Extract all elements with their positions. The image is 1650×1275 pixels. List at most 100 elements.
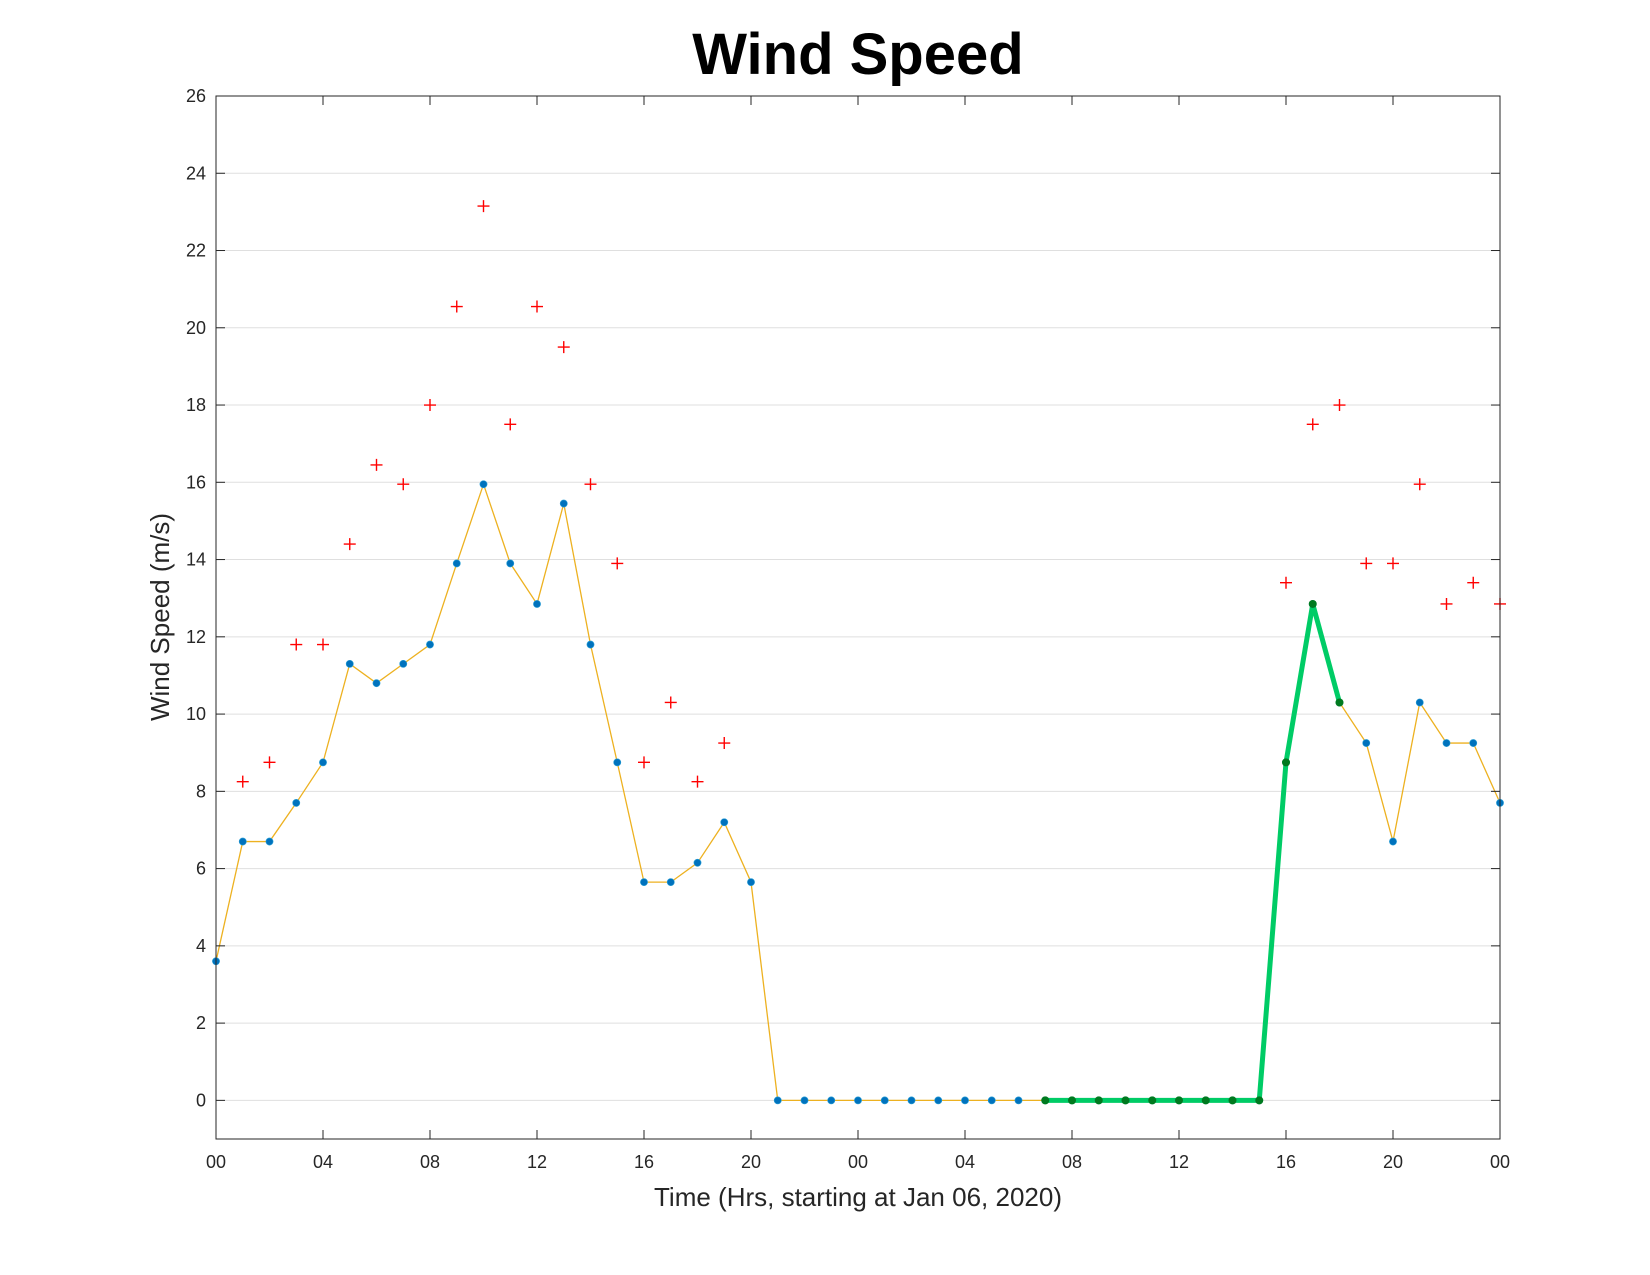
data-point	[720, 818, 729, 827]
data-point	[399, 659, 408, 668]
y-tick-label: 2	[196, 1013, 206, 1033]
x-tick-label: 08	[420, 1152, 440, 1172]
data-point	[1442, 739, 1451, 747]
data-point	[773, 1096, 782, 1105]
plus-marker	[1306, 418, 1319, 431]
y-tick-label: 12	[186, 627, 206, 647]
data-point	[1415, 698, 1424, 707]
highlight-point	[1255, 1096, 1264, 1105]
highlight-point	[1201, 1096, 1210, 1105]
y-tick-label: 22	[186, 241, 206, 261]
plus-marker	[317, 638, 329, 651]
x-tick-label: 00	[1490, 1152, 1510, 1172]
data-point	[319, 758, 327, 767]
data-point	[880, 1096, 889, 1105]
highlight-point	[1335, 698, 1344, 707]
data-point	[559, 499, 568, 508]
highlight-point	[1228, 1096, 1237, 1105]
grid	[216, 95, 1500, 1101]
x-tick-label: 00	[206, 1152, 226, 1172]
plus-marker	[1440, 597, 1453, 610]
plus-marker	[263, 756, 276, 769]
data-point	[961, 1096, 969, 1105]
plus-marker	[290, 638, 303, 651]
y-tick-label: 10	[186, 704, 206, 724]
data-point	[265, 837, 274, 846]
data-point	[1469, 739, 1478, 747]
plus-marker	[638, 756, 650, 769]
plus-marker	[370, 458, 383, 471]
data-point	[506, 559, 515, 568]
y-tick-label: 14	[186, 550, 206, 570]
plus-marker	[424, 399, 436, 412]
data-point	[479, 480, 488, 489]
y-tick-label: 20	[186, 318, 206, 338]
plus-marker	[531, 300, 543, 313]
x-tick-label: 16	[1276, 1152, 1296, 1172]
x-tick-label: 16	[634, 1152, 654, 1172]
highlight-point	[1175, 1096, 1183, 1105]
data-point	[666, 878, 675, 887]
highlight-point	[1041, 1096, 1050, 1105]
x-tick-label: 08	[1062, 1152, 1082, 1172]
data-point	[987, 1096, 996, 1105]
series-line	[215, 482, 1501, 1102]
x-tick-label: 20	[1383, 1152, 1403, 1172]
plus-marker	[397, 478, 410, 491]
plus-marker	[1413, 478, 1426, 491]
data-point	[1389, 837, 1397, 846]
plus-marker	[691, 775, 704, 788]
x-axis-label: Time (Hrs, starting at Jan 06, 2020)	[654, 1182, 1062, 1212]
data-point	[907, 1096, 916, 1105]
highlight-point	[1121, 1096, 1130, 1105]
data-point	[827, 1096, 836, 1105]
data-point	[693, 858, 702, 867]
data-point	[426, 640, 434, 649]
data-point	[372, 679, 381, 688]
plus-marker	[236, 775, 249, 788]
plus-marker	[584, 478, 597, 491]
chart-title: Wind Speed	[692, 22, 1023, 87]
data-point	[238, 837, 247, 846]
plus-marker	[343, 538, 356, 551]
data-point	[345, 659, 354, 668]
data-point	[533, 600, 541, 608]
data-point	[934, 1096, 943, 1105]
x-tick-label: 20	[741, 1152, 761, 1172]
plus-marker	[1280, 576, 1292, 589]
highlight-line	[1045, 601, 1342, 1103]
axes-box	[215, 95, 1501, 1140]
y-tick-label: 16	[186, 472, 206, 492]
x-tick-label: 12	[1169, 1152, 1189, 1172]
y-tick-label: 8	[196, 781, 206, 801]
highlight-point	[1282, 758, 1290, 767]
data-point	[747, 878, 755, 887]
y-axis-label: Wind Speed (m/s)	[145, 513, 175, 721]
highlight-point	[1094, 1096, 1103, 1105]
highlight-point	[1148, 1096, 1157, 1105]
y-tick-label: 24	[186, 163, 206, 183]
plus-marker	[718, 737, 731, 750]
x-tick-label: 00	[848, 1152, 868, 1172]
plus-marker	[557, 341, 570, 354]
plus-marker	[1360, 557, 1373, 570]
x-tick-label: 12	[527, 1152, 547, 1172]
data-point	[640, 878, 648, 887]
y-tick-label: 4	[196, 936, 206, 956]
y-tick-label: 0	[196, 1090, 206, 1110]
data-point	[1014, 1096, 1023, 1105]
x-tick-label: 04	[955, 1152, 975, 1172]
y-tick-label: 26	[186, 86, 206, 106]
plus-marker	[504, 418, 517, 431]
y-tick-label: 6	[196, 859, 206, 879]
plus-marker	[1387, 557, 1399, 570]
plot-area	[212, 200, 1506, 1105]
data-point	[452, 559, 461, 568]
y-tick-label: 18	[186, 395, 206, 415]
plus-marker	[477, 200, 490, 213]
plus-marker	[611, 557, 624, 570]
data-point	[800, 1096, 809, 1105]
x-tick-label: 04	[313, 1152, 333, 1172]
plus-marker	[1467, 576, 1480, 589]
